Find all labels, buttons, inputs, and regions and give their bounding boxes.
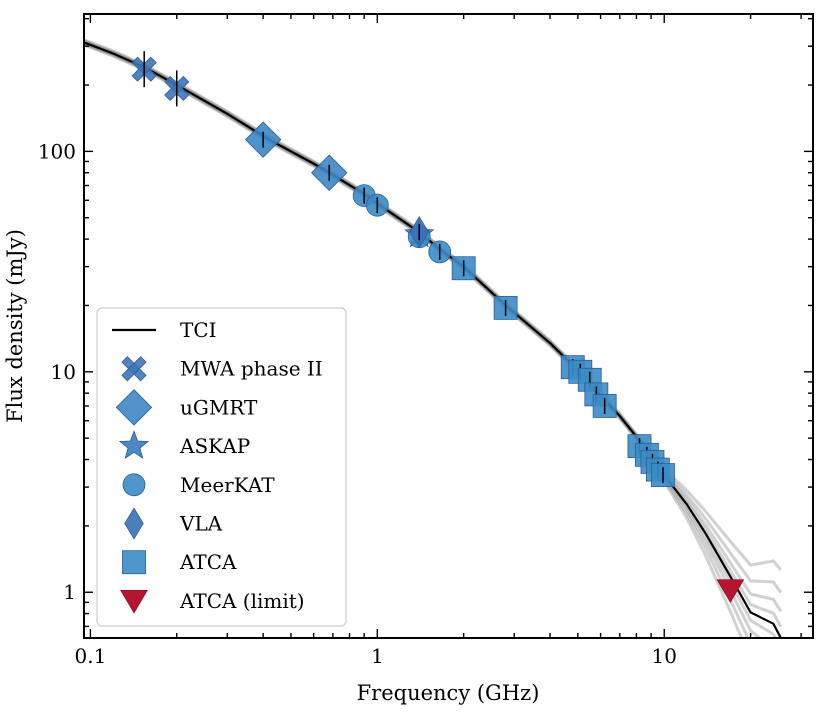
data-point-meerkat [365, 193, 389, 217]
legend-entry-askap: ASKAP [118, 430, 250, 460]
data-point-meerkat [428, 240, 452, 264]
series-ugmrt [244, 121, 348, 191]
data-point-vla [409, 215, 429, 249]
legend-label-vla: VLA [179, 512, 223, 536]
legend-label-mwa-phase-ii: MWA phase II [180, 357, 323, 381]
data-point-mwa-phase-ii [164, 70, 190, 107]
legend: TCI MWA phase II uGMRT ASKAP MeerKAT VLA ATCA A… [96, 307, 347, 627]
legend-entry-tci: TCI [112, 318, 217, 342]
model-band-line [84, 39, 783, 594]
y-axis-label: Flux density (mJy) [3, 229, 27, 423]
data-point-mwa-phase-ii [131, 51, 157, 88]
legend-label-atca-limit: ATCA (limit) [179, 589, 305, 613]
data-point-atca [493, 295, 518, 320]
legend-symbol-meerkat [122, 473, 146, 497]
legend-entry-meerkat: MeerKAT [122, 473, 275, 497]
legend-entry-atca: ATCA [122, 550, 237, 574]
legend-symbol-vla [124, 507, 144, 540]
x-axis-label: Frequency (GHz) [357, 681, 540, 705]
legend-symbol-mwa-phase-ii [121, 356, 147, 382]
legend-label-meerkat: MeerKAT [180, 473, 275, 497]
legend-entry-atca-limit: ATCA (limit) [120, 589, 305, 614]
legend-label-tci: TCI [180, 318, 217, 342]
series-mwa-phase-ii [131, 51, 190, 107]
legend-symbol-ugmrt [115, 389, 153, 426]
legend-label-atca: ATCA [179, 550, 237, 574]
legend-frame [96, 307, 347, 627]
data-point-atca [451, 256, 476, 281]
x-tick-label: 0.1 [74, 644, 106, 668]
legend-symbol-askap [118, 430, 150, 460]
data-point-ugmrt [311, 154, 348, 191]
series-vla [409, 215, 429, 249]
legend-label-ugmrt: uGMRT [180, 395, 258, 419]
data-point-atca [651, 463, 675, 488]
legend-entry-mwa-phase-ii: MWA phase II [121, 356, 323, 382]
data-point-atca-limit [716, 579, 745, 604]
legend-label-askap: ASKAP [179, 434, 250, 458]
model-band-line [84, 38, 783, 571]
data-point-atca [592, 394, 617, 418]
y-tick-label: 10 [51, 360, 76, 384]
legend-entry-ugmrt: uGMRT [115, 389, 258, 426]
data-point-ugmrt [244, 121, 282, 158]
y-tick-label: 100 [38, 139, 76, 163]
series-atca [451, 256, 675, 488]
y-tick-label: 1 [63, 580, 76, 604]
x-tick-label: 1 [371, 644, 384, 668]
legend-symbol-atca-limit [120, 589, 148, 614]
plot-frame [83, 13, 814, 639]
x-tick-label: 10 [652, 644, 677, 668]
legend-entry-vla: VLA [124, 507, 223, 540]
legend-symbol-atca [122, 550, 146, 575]
series-atca-limit [716, 579, 745, 604]
